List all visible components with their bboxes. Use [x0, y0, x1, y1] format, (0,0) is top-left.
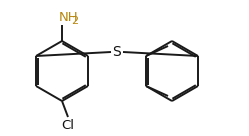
Text: 2: 2 [71, 16, 79, 26]
Text: Cl: Cl [62, 119, 74, 132]
Text: NH: NH [59, 11, 79, 24]
Text: S: S [113, 45, 121, 59]
